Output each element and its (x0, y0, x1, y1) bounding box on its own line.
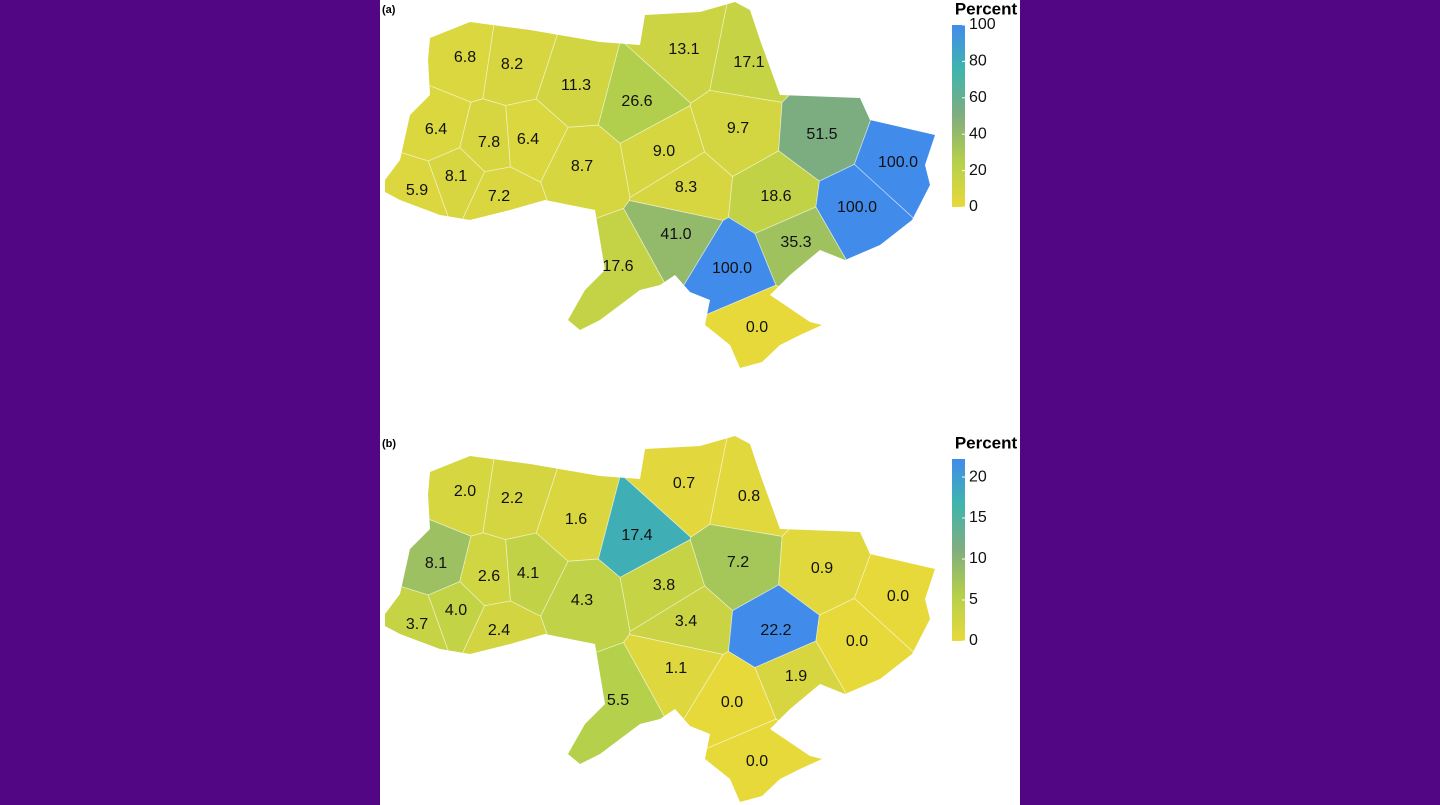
legend-tick-label: 20 (969, 468, 987, 485)
region-label: 8.2 (501, 56, 523, 73)
region-label: 35.3 (780, 234, 811, 251)
region-label: 4.3 (571, 592, 593, 609)
region-label: 3.7 (406, 616, 428, 633)
region-label: 8.1 (445, 168, 467, 185)
panel-label: (b) (382, 438, 396, 450)
region-label: 7.2 (488, 188, 510, 205)
region-label: 17.4 (621, 527, 652, 544)
legend-tick-label: 15 (969, 509, 987, 526)
region-label: 8.7 (571, 158, 593, 175)
region-label: 26.6 (621, 93, 652, 110)
region-label: 0.0 (887, 588, 909, 605)
legend-tick-label: 60 (969, 89, 987, 106)
region-label: 8.3 (675, 179, 697, 196)
region-label: 4.0 (445, 602, 467, 619)
legend-bar (952, 459, 965, 641)
region-label: 18.6 (760, 188, 791, 205)
region-label: 1.9 (785, 668, 807, 685)
legend-bar (952, 25, 965, 207)
region-label: 1.1 (665, 660, 687, 677)
region-label: 2.6 (478, 568, 500, 585)
legend-tick-label: 5 (969, 591, 978, 608)
region-label: 0.0 (721, 694, 743, 711)
legend-tick-label: 0 (969, 198, 978, 215)
region-label: 5.5 (607, 692, 629, 709)
region-label: 7.8 (478, 134, 500, 151)
panel-label: (a) (382, 4, 396, 16)
region-label: 7.2 (727, 554, 749, 571)
region-label: 22.2 (760, 622, 791, 639)
region-label: 6.4 (425, 121, 447, 138)
region-label: 2.0 (454, 483, 476, 500)
region-label: 0.7 (673, 475, 695, 492)
region-label: 0.0 (746, 753, 768, 770)
legend-tick-label: 100 (969, 16, 996, 33)
region-label: 17.6 (602, 258, 633, 275)
region-label: 0.9 (811, 560, 833, 577)
region-label: 3.8 (653, 577, 675, 594)
legend-tick-label: 0 (969, 632, 978, 649)
region-label: 2.2 (501, 490, 523, 507)
region-label: 100.0 (712, 260, 752, 277)
region-label: 2.4 (488, 622, 510, 639)
region-label: 51.5 (806, 126, 837, 143)
region-label: 9.7 (727, 120, 749, 137)
region-label: 100.0 (837, 199, 877, 216)
region-label: 1.6 (565, 511, 587, 528)
region-label: 5.9 (406, 182, 428, 199)
legend-title: Percent (955, 0, 1018, 18)
region-label: 8.1 (425, 555, 447, 572)
region-label: 3.4 (675, 613, 697, 630)
legend-tick-label: 20 (969, 162, 987, 179)
legend-tick-label: 40 (969, 125, 987, 142)
region-label: 6.4 (517, 131, 539, 148)
region-label: 13.1 (668, 41, 699, 58)
region-label: 0.0 (746, 319, 768, 336)
region-label: 17.1 (733, 54, 764, 71)
legend-tick-label: 80 (969, 53, 987, 70)
region-label: 6.8 (454, 49, 476, 66)
legend-tick-label: 10 (969, 550, 987, 567)
legend-title: Percent (955, 433, 1018, 452)
region-label: 0.8 (738, 488, 760, 505)
region-label: 11.3 (561, 77, 591, 94)
region-label: 100.0 (878, 154, 918, 171)
region-label: 9.0 (653, 143, 675, 160)
region-label: 0.0 (846, 633, 868, 650)
region-label: 41.0 (660, 226, 691, 243)
region-label: 4.1 (517, 565, 539, 582)
